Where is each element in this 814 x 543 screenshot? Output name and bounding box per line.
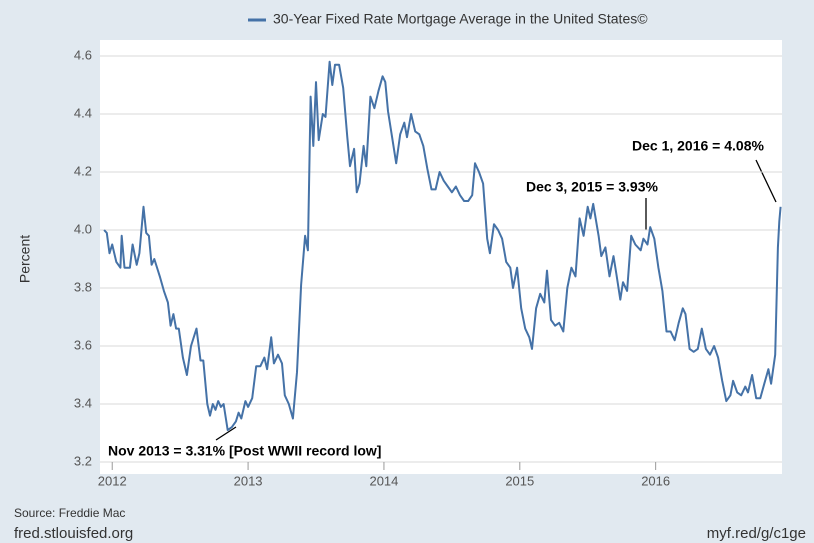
series-line bbox=[103, 60, 782, 432]
annotation: Dec 3, 2015 = 3.93% bbox=[526, 179, 658, 195]
annotation: Nov 2013 = 3.31% [Post WWII record low] bbox=[108, 443, 381, 459]
y-axis-label: Percent bbox=[17, 235, 33, 283]
arrow bbox=[755, 159, 777, 203]
y-tick-label: 4.4 bbox=[74, 105, 92, 120]
arrow bbox=[215, 426, 237, 441]
y-tick-label: 4.6 bbox=[74, 47, 92, 62]
site: fred.stlouisfed.org bbox=[14, 525, 133, 542]
y-tick-label: 3.2 bbox=[74, 453, 92, 468]
source: Source: Freddie Mac bbox=[14, 506, 125, 520]
link: myf.red/g/c1ge bbox=[707, 525, 806, 542]
x-tick-label: 2016 bbox=[641, 473, 670, 488]
y-tick-label: 3.6 bbox=[74, 337, 92, 352]
plot-area bbox=[100, 40, 782, 474]
y-tick-label: 4.2 bbox=[74, 163, 92, 178]
y-tick-label: 4.0 bbox=[74, 221, 92, 236]
x-tick-label: 2014 bbox=[369, 473, 398, 488]
y-tick-label: 3.8 bbox=[74, 279, 92, 294]
x-tick-label: 2013 bbox=[234, 473, 263, 488]
legend-label: 30-Year Fixed Rate Mortgage Average in t… bbox=[273, 11, 648, 27]
x-tick-label: 2015 bbox=[505, 473, 534, 488]
annotation: Dec 1, 2016 = 4.08% bbox=[632, 138, 764, 154]
x-tick-label: 2012 bbox=[98, 473, 127, 488]
y-tick-label: 3.4 bbox=[74, 395, 92, 410]
